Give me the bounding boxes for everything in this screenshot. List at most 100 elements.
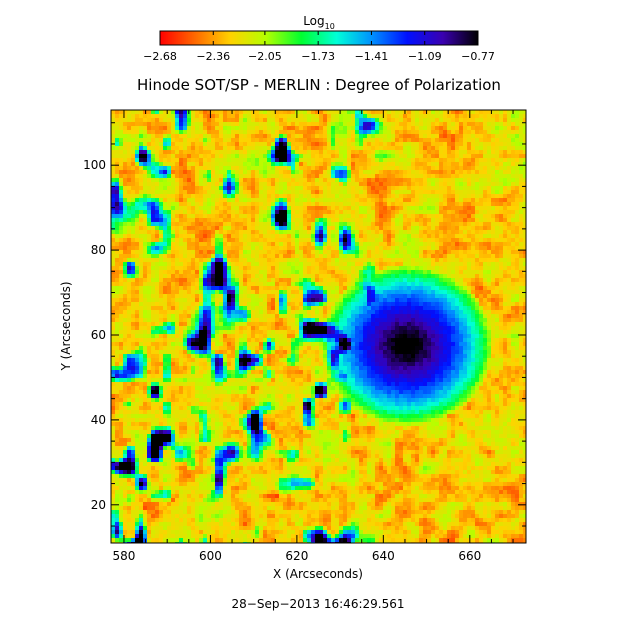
heatmap-cell [515,158,519,162]
heatmap-cell [479,266,483,270]
heatmap-cell [347,122,351,126]
heatmap-cell [135,290,139,294]
heatmap-cell [519,150,523,154]
heatmap-cell [495,238,499,242]
heatmap-cell [235,266,239,270]
heatmap-cell [239,142,243,146]
heatmap-image [111,110,526,543]
heatmap-cell [207,298,211,302]
heatmap-cell [355,126,359,130]
heatmap-cell [135,266,139,270]
heatmap-cell [359,226,363,230]
heatmap-cell [187,294,191,298]
heatmap-cell [331,138,335,142]
heatmap-cell [399,118,403,122]
heatmap-cell [191,250,195,254]
heatmap-cell [519,178,523,182]
heatmap-cell [175,226,179,230]
heatmap-cell [227,130,231,134]
heatmap-cell [395,254,399,258]
heatmap-cell [123,286,127,290]
heatmap-cell [367,126,371,130]
heatmap-cell [423,282,427,286]
heatmap-cell [243,166,247,170]
heatmap-cell [399,186,403,190]
heatmap-cell [315,226,319,230]
heatmap-cell [267,186,271,190]
heatmap-cell [487,266,491,270]
heatmap-cell [139,282,143,286]
heatmap-cell [135,142,139,146]
heatmap-cell [323,130,327,134]
heatmap-cell [267,198,271,202]
heatmap-cell [139,254,143,258]
heatmap-cell [191,294,195,298]
heatmap-cell [219,262,223,266]
heatmap-cell [219,126,223,130]
heatmap-cell [267,114,271,118]
heatmap-cell [283,126,287,130]
heatmap-cell [255,202,259,206]
heatmap-cell [255,222,259,226]
heatmap-cell [279,266,283,270]
heatmap-cell [511,278,515,282]
heatmap-cell [215,254,219,258]
heatmap-cell [431,242,435,246]
heatmap-cell [483,190,487,194]
heatmap-cell [519,130,523,134]
heatmap-cell [383,134,387,138]
heatmap-cell [123,202,127,206]
heatmap-cell [339,138,343,142]
heatmap-cell [203,198,207,202]
heatmap-cell [383,150,387,154]
heatmap-cell [347,266,351,270]
heatmap-cell [215,250,219,254]
heatmap-cell [315,270,319,274]
heatmap-cell [267,166,271,170]
heatmap-cell [423,118,427,122]
heatmap-cell [135,126,139,130]
heatmap-cell [147,114,151,118]
heatmap-cell [275,258,279,262]
heatmap-cell [139,290,143,294]
heatmap-cell [511,202,515,206]
heatmap-cell [455,198,459,202]
heatmap-cell [339,250,343,254]
heatmap-cell [127,258,131,262]
heatmap-cell [507,146,511,150]
heatmap-cell [131,130,135,134]
heatmap-cell [151,234,155,238]
heatmap-cell [131,286,135,290]
heatmap-cell [523,130,526,134]
heatmap-cell [295,118,299,122]
heatmap-cell [391,130,395,134]
heatmap-cell [303,246,307,250]
heatmap-cell [431,278,435,282]
heatmap-cell [487,230,491,234]
heatmap-cell [455,206,459,210]
heatmap-cell [195,262,199,266]
heatmap-cell [315,158,319,162]
heatmap-cell [335,222,339,226]
heatmap-cell [183,110,187,114]
heatmap-cell [523,290,526,294]
heatmap-cell [239,186,243,190]
heatmap-cell [487,162,491,166]
heatmap-cell [463,274,467,278]
heatmap-cell [307,146,311,150]
heatmap-cell [187,158,191,162]
heatmap-cell [243,298,247,302]
heatmap-cell [523,202,526,206]
heatmap-cell [403,218,407,222]
heatmap-cell [235,190,239,194]
heatmap-cell [379,210,383,214]
heatmap-cell [475,154,479,158]
heatmap-cell [479,258,483,262]
heatmap-cell [411,246,415,250]
heatmap-cell [439,210,443,214]
heatmap-cell [119,110,123,114]
heatmap-cell [179,142,183,146]
heatmap-cell [295,270,299,274]
heatmap-cell [395,198,399,202]
heatmap-cell [511,134,515,138]
